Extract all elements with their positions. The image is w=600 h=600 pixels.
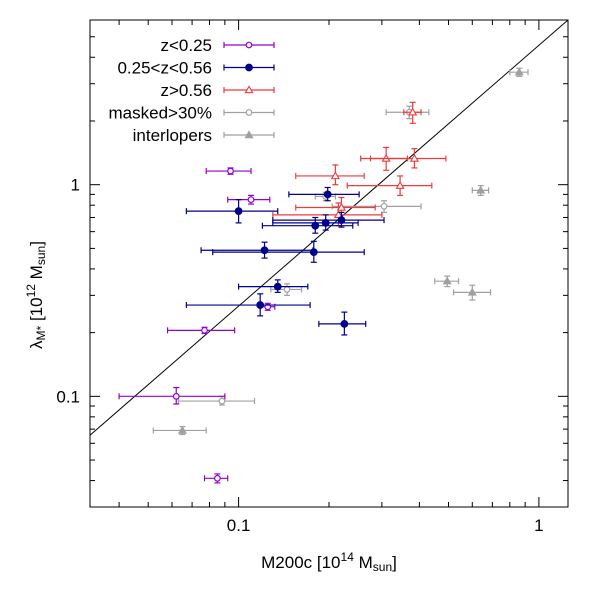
series-z>0.56 [272,101,447,227]
legend-label: masked>30% [109,104,212,123]
data-point [337,216,346,225]
legend-entry: 0.25<z<0.56 [117,59,275,78]
y-tick-label: 1 [71,176,80,195]
legend-entry: interlopers [133,126,275,145]
data-point [336,202,346,211]
legend-marker [245,109,253,116]
data-point [273,282,282,291]
reference-line [90,20,568,436]
data-point [323,190,332,199]
data-point [283,286,291,293]
data-point [395,180,405,189]
x-tick-label: 0.1 [227,516,251,535]
legend-marker [244,130,254,139]
data-point [201,326,208,334]
x-axis-label: M200c [1014 Msun] [261,550,397,574]
legend-entry: z>0.56 [160,81,275,100]
legend-label: 0.25<z<0.56 [117,59,212,78]
data-point [409,153,419,162]
legend-label: z>0.56 [160,81,212,100]
legend-entry: z<0.25 [160,36,275,55]
data-point [380,202,388,210]
data-point [172,392,180,400]
legend-marker [245,63,253,72]
legend-label: interlopers [133,126,212,145]
axes-frame: 0.1 1 0.1 1 [56,19,569,535]
legend-label: z<0.25 [160,36,212,55]
legend-marker [244,85,254,94]
data-point [214,474,221,482]
data-layer [90,20,568,484]
data-point [256,301,265,309]
data-point [309,248,318,257]
data-point [234,207,243,216]
legend-entry: masked>30% [109,104,275,123]
data-point [408,107,418,116]
data-point [218,397,226,405]
data-point [247,196,255,204]
series-0.25<z<0.56 [185,186,385,336]
data-point [467,287,477,296]
series-interlopers [152,67,529,436]
data-point [227,167,234,175]
series-masked>30% [177,105,430,406]
data-point [330,171,340,180]
series-z<0.25 [118,167,276,484]
data-point [340,319,349,328]
data-point [514,67,524,76]
y-axis-label: λM* [1012 Msun] [24,241,48,349]
data-point [476,185,486,194]
x-tick-label: 1 [534,516,543,535]
data-point [177,425,187,434]
y-tick-label: 0.1 [56,387,80,406]
legend-marker [245,41,253,49]
data-point [442,276,452,285]
legend: z<0.25 0.25<z<0.56 z>0.56 masked>30% interlo… [109,36,275,145]
